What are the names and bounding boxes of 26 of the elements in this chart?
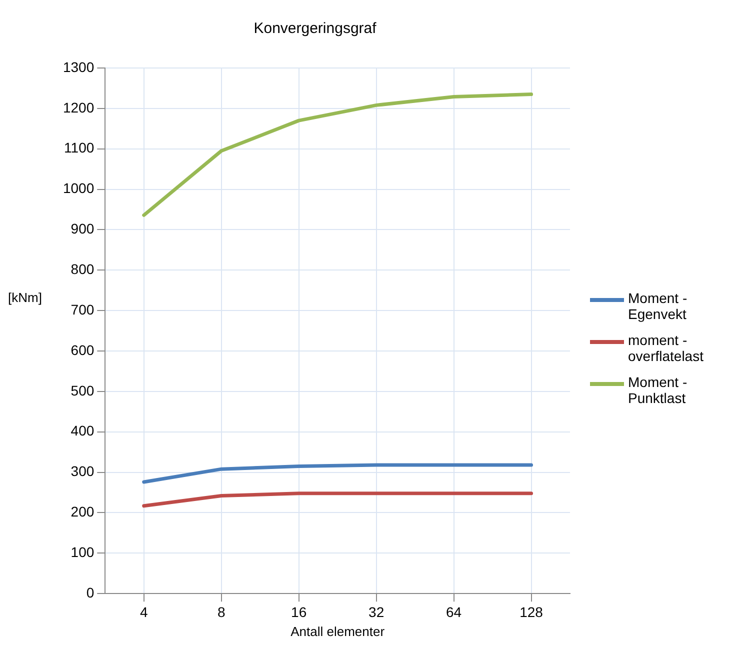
x-tick-label: 16 (291, 604, 307, 620)
y-tick-label: 800 (70, 261, 94, 278)
y-tick-label: 1000 (62, 180, 94, 196)
legend-label: moment - overflatelast (628, 332, 704, 364)
y-tick-label: 100 (70, 544, 94, 560)
y-axis-title: [kNm] (8, 290, 42, 305)
x-tick-label: 64 (446, 604, 462, 620)
y-tick-label: 700 (70, 301, 94, 318)
chart-title: Konvergeringsgraf (254, 20, 378, 38)
x-tick-label: 8 (217, 604, 226, 620)
y-tick-label: 300 (70, 463, 94, 480)
legend-label: Moment - Egenvekt (628, 290, 688, 322)
x-tick-label: 4 (140, 604, 148, 620)
x-tick-label: 128 (520, 604, 544, 620)
x-tick-label: 32 (368, 604, 384, 620)
x-axis-title: Antall elementer (290, 624, 386, 639)
y-tick-label: 200 (70, 504, 94, 520)
y-tick-label: 900 (70, 220, 94, 237)
y-tick-label: 0 (86, 584, 94, 600)
y-tick-label: 500 (70, 382, 94, 398)
y-tick-label: 1300 (62, 58, 94, 75)
y-tick-label: 600 (70, 342, 94, 358)
y-tick-label: 1200 (62, 99, 94, 116)
legend-label: Moment - Punktlast (628, 374, 688, 406)
y-tick-label: 1100 (64, 140, 94, 156)
y-tick-label: 400 (70, 422, 94, 439)
